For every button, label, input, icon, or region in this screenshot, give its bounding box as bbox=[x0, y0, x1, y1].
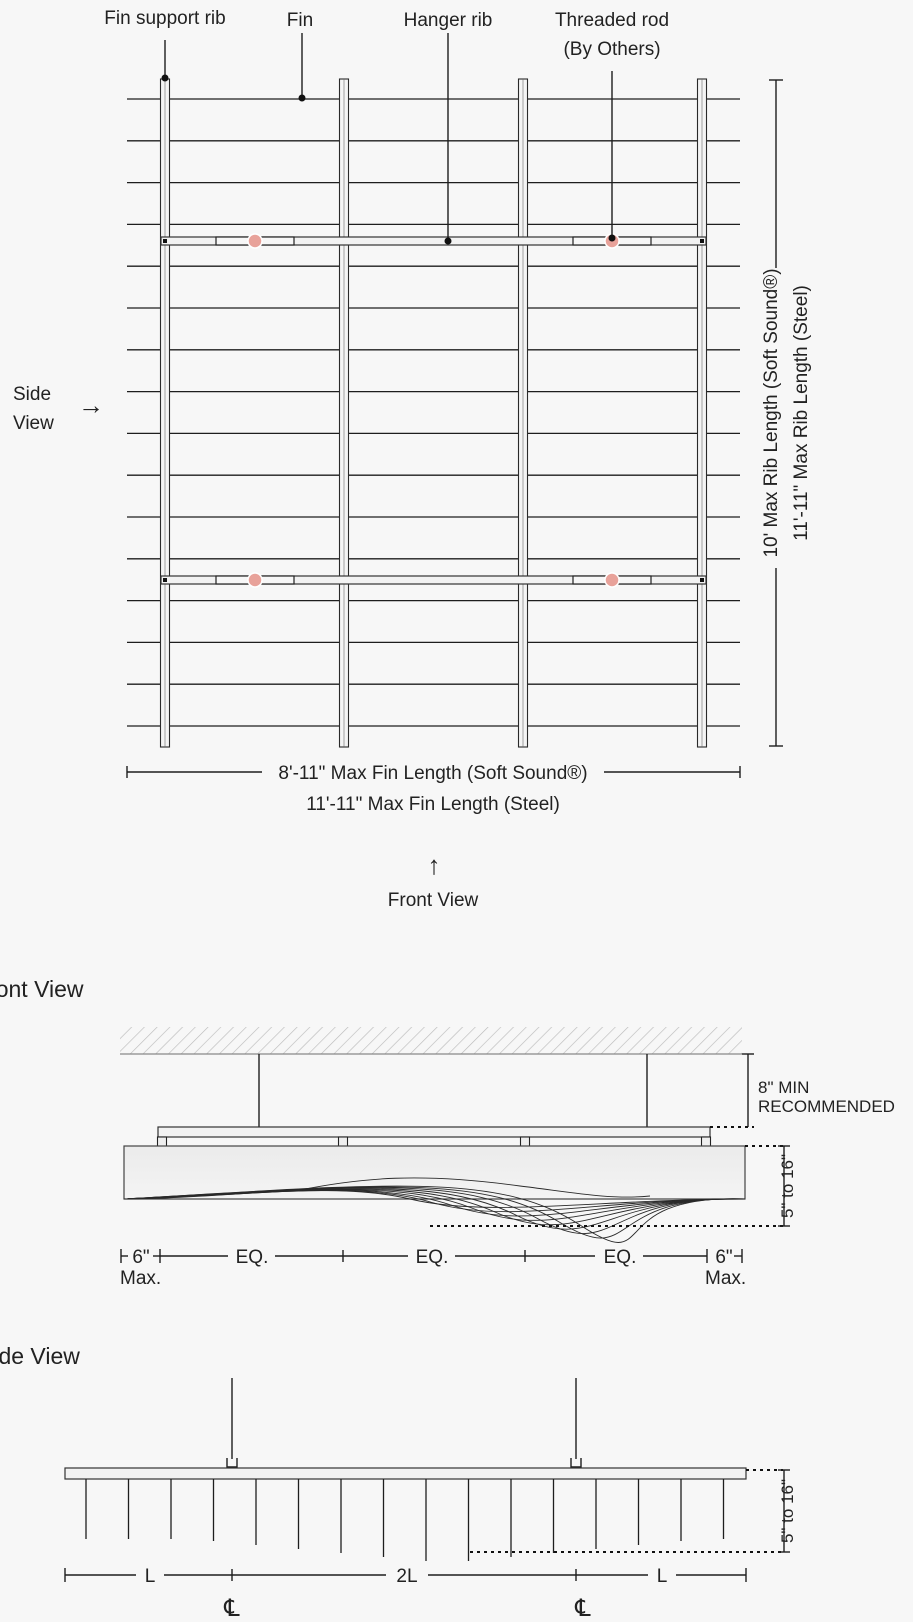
right-max-label: Max. bbox=[705, 1268, 746, 1289]
left-max-value: 6" bbox=[132, 1247, 149, 1268]
fin-wave-profile bbox=[123, 1177, 746, 1243]
wave-line bbox=[299, 1177, 651, 1198]
eq-label-2: EQ. bbox=[416, 1247, 449, 1268]
front-view-arrow-icon: ↑ bbox=[428, 850, 441, 880]
fin-support-rib-label: Fin support rib bbox=[104, 8, 225, 29]
wave-line bbox=[123, 1185, 746, 1243]
side-view-title: Side View bbox=[0, 1343, 80, 1369]
fin-panel bbox=[123, 1145, 746, 1200]
hanger-rib-bar bbox=[157, 1126, 711, 1138]
fins-profile bbox=[85, 1479, 725, 1561]
rib-fastener bbox=[700, 578, 704, 582]
clearance-label: 8" MIN bbox=[758, 1078, 809, 1097]
right-max-value: 6" bbox=[715, 1247, 732, 1268]
fin-length-steel: 11'-11" Max Fin Length (Steel) bbox=[306, 794, 560, 815]
front-view-title: Front View bbox=[0, 976, 84, 1002]
rib-fastener bbox=[700, 239, 704, 243]
threaded-rod-dot bbox=[247, 233, 263, 249]
left-max-label: Max. bbox=[120, 1268, 161, 1289]
threaded-rod-sublabel: (By Others) bbox=[563, 39, 660, 60]
rod-clip-right bbox=[570, 1458, 582, 1468]
spacing-l-left: L bbox=[145, 1566, 156, 1587]
ceiling-hatch bbox=[120, 1027, 742, 1054]
side-view: Side View 5" to 16" L 2L L ℄ bbox=[0, 1343, 797, 1622]
hanger-rib-bar bbox=[64, 1467, 747, 1480]
front-view-indicator-label: Front View bbox=[388, 890, 479, 911]
spacing-2l: 2L bbox=[396, 1566, 417, 1587]
centerline-left-icon: ℄ bbox=[223, 1595, 240, 1622]
spacing-dimension bbox=[64, 1568, 747, 1582]
spacing-dimension bbox=[120, 1249, 743, 1263]
fins bbox=[127, 98, 740, 727]
side-view-indicator-label-2: View bbox=[13, 413, 54, 434]
clearance-sublabel: RECOMMENDED bbox=[758, 1097, 895, 1116]
front-view: Front View 8" MIN RECOMMENDED 5" to 16" bbox=[0, 976, 895, 1289]
plan-view: Fin support rib Fin Hanger rib Threaded … bbox=[13, 8, 812, 911]
side-height-range: 5" to 16" bbox=[778, 1479, 797, 1543]
fin-length-soft-sound: 8'-11" Max Fin Length (Soft Sound®) bbox=[278, 763, 587, 784]
threaded-rod-label: Threaded rod bbox=[555, 10, 669, 31]
threaded-rod-dot bbox=[604, 572, 620, 588]
fin-label: Fin bbox=[287, 10, 313, 31]
spacing-l-right: L bbox=[657, 1566, 668, 1587]
side-view-indicator-label: Side bbox=[13, 384, 51, 405]
rib-length-steel: 11'-11" Max Rib Length (Steel) bbox=[791, 285, 812, 541]
hanger-rib bbox=[160, 236, 707, 246]
fin-support-rib-marker bbox=[161, 74, 169, 82]
rod-clip-left bbox=[226, 1458, 238, 1468]
fin-support-ribs bbox=[159, 78, 708, 748]
threaded-rod-dot bbox=[247, 572, 263, 588]
side-view-arrow-icon: → bbox=[78, 390, 104, 420]
threaded-rod-marker bbox=[608, 234, 616, 242]
front-height-range: 5" to 16" bbox=[778, 1154, 797, 1218]
hanger-rib-marker bbox=[444, 237, 452, 245]
eq-label-3: EQ. bbox=[604, 1247, 637, 1268]
hanger-ribs bbox=[160, 233, 707, 588]
rib-fastener bbox=[163, 239, 167, 243]
hanger-rib-label: Hanger rib bbox=[404, 10, 493, 31]
rib-length-soft-sound: 10' Max Rib Length (Soft Sound®) bbox=[761, 268, 782, 557]
centerline-right-icon: ℄ bbox=[574, 1595, 591, 1622]
fin-marker bbox=[298, 94, 306, 102]
eq-label-1: EQ. bbox=[236, 1247, 269, 1268]
rib-fastener bbox=[163, 578, 167, 582]
hanger-rib bbox=[160, 575, 707, 585]
